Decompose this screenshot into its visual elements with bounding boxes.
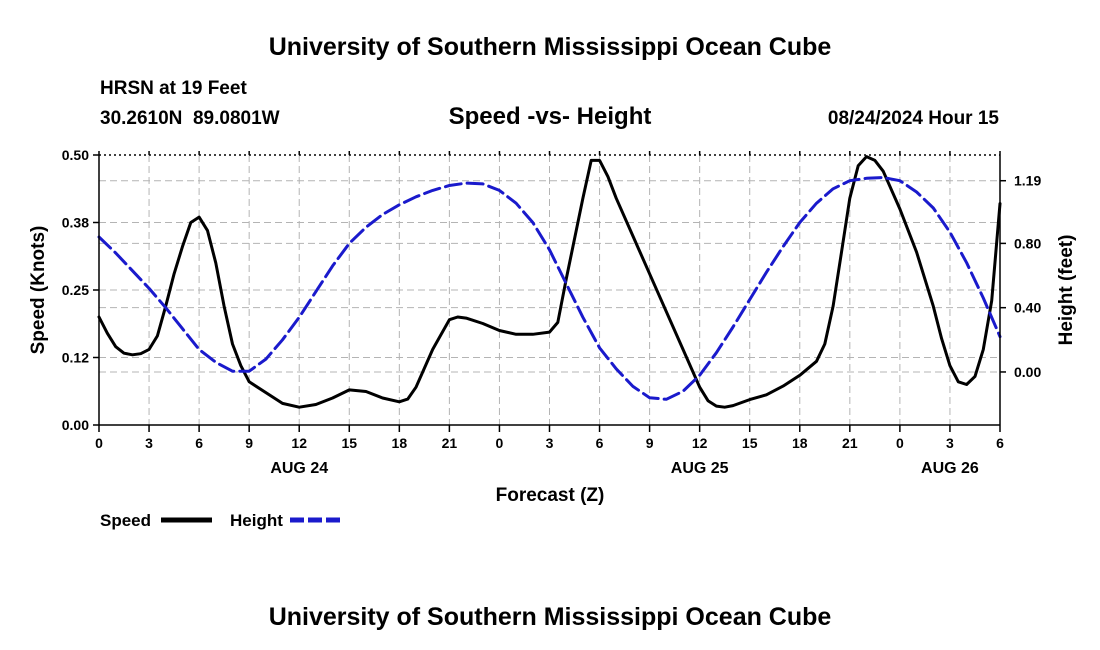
axis-ticks xyxy=(93,151,1006,432)
x-tick-label: 9 xyxy=(245,435,253,451)
x-tick-label: 6 xyxy=(596,435,604,451)
x-tick-label: 15 xyxy=(341,435,357,451)
y-axis-title: Speed (Knots) xyxy=(28,226,49,355)
y2-tick-label: 0.40 xyxy=(1014,300,1041,316)
y2-tick-label: 1.19 xyxy=(1014,173,1041,189)
y-tick-label: 0.38 xyxy=(62,215,89,231)
x-axis-title: Forecast (Z) xyxy=(496,485,605,506)
x-tick-label: 15 xyxy=(742,435,758,451)
footer-title: University of Southern Mississippi Ocean… xyxy=(269,603,832,631)
date-label: AUG 25 xyxy=(671,460,729,477)
chart-subtitle: Speed -vs- Height xyxy=(449,103,652,130)
speed-series-line xyxy=(97,155,1002,409)
x-tick-label: 6 xyxy=(195,435,203,451)
x-tick-label: 3 xyxy=(546,435,554,451)
x-tick-label: 18 xyxy=(392,435,408,451)
date-labels: AUG 24 AUG 25 AUG 26 xyxy=(270,460,979,477)
x-tick-label: 21 xyxy=(842,435,858,451)
timestamp-label: 08/24/2024 Hour 15 xyxy=(828,108,1000,129)
y2-tick-label: 0.00 xyxy=(1014,364,1041,380)
x-tick-label: 0 xyxy=(496,435,504,451)
page-title: University of Southern Mississippi Ocean… xyxy=(269,33,832,61)
legend: Speed Height xyxy=(100,511,342,530)
y2-axis-title: Height (feet) xyxy=(1056,235,1077,346)
y2-tick-labels: 0.00 0.40 0.80 1.19 xyxy=(1014,173,1041,380)
x-tick-label: 0 xyxy=(896,435,904,451)
x-tick-label: 18 xyxy=(792,435,808,451)
date-label: AUG 24 xyxy=(270,460,328,477)
series-lines xyxy=(97,155,1002,409)
y-tick-label: 0.00 xyxy=(62,417,89,433)
coordinates-label: 30.2610N 89.0801W xyxy=(100,108,280,129)
date-label: AUG 26 xyxy=(921,460,979,477)
legend-speed-label: Speed xyxy=(100,511,151,530)
x-tick-label: 3 xyxy=(946,435,954,451)
legend-height-label: Height xyxy=(230,511,283,530)
x-tick-label: 9 xyxy=(646,435,654,451)
y-tick-label: 0.25 xyxy=(62,282,89,298)
station-label: HRSN at 19 Feet xyxy=(100,78,247,99)
height-series-line xyxy=(97,176,1002,401)
x-tick-label: 21 xyxy=(442,435,458,451)
y2-tick-label: 0.80 xyxy=(1014,235,1041,251)
grid-lines xyxy=(99,155,1000,425)
y-tick-labels: 0.00 0.12 0.25 0.38 0.50 xyxy=(62,147,89,433)
x-tick-label: 0 xyxy=(95,435,103,451)
y-tick-label: 0.12 xyxy=(62,350,89,366)
y-tick-label: 0.50 xyxy=(62,147,89,163)
x-tick-label: 3 xyxy=(145,435,153,451)
x-tick-label: 12 xyxy=(692,435,708,451)
x-tick-label: 6 xyxy=(996,435,1004,451)
x-tick-labels: 0 3 6 9 12 15 18 21 0 3 6 9 12 15 18 21 0 3 6 xyxy=(95,435,1004,451)
x-tick-label: 12 xyxy=(291,435,307,451)
